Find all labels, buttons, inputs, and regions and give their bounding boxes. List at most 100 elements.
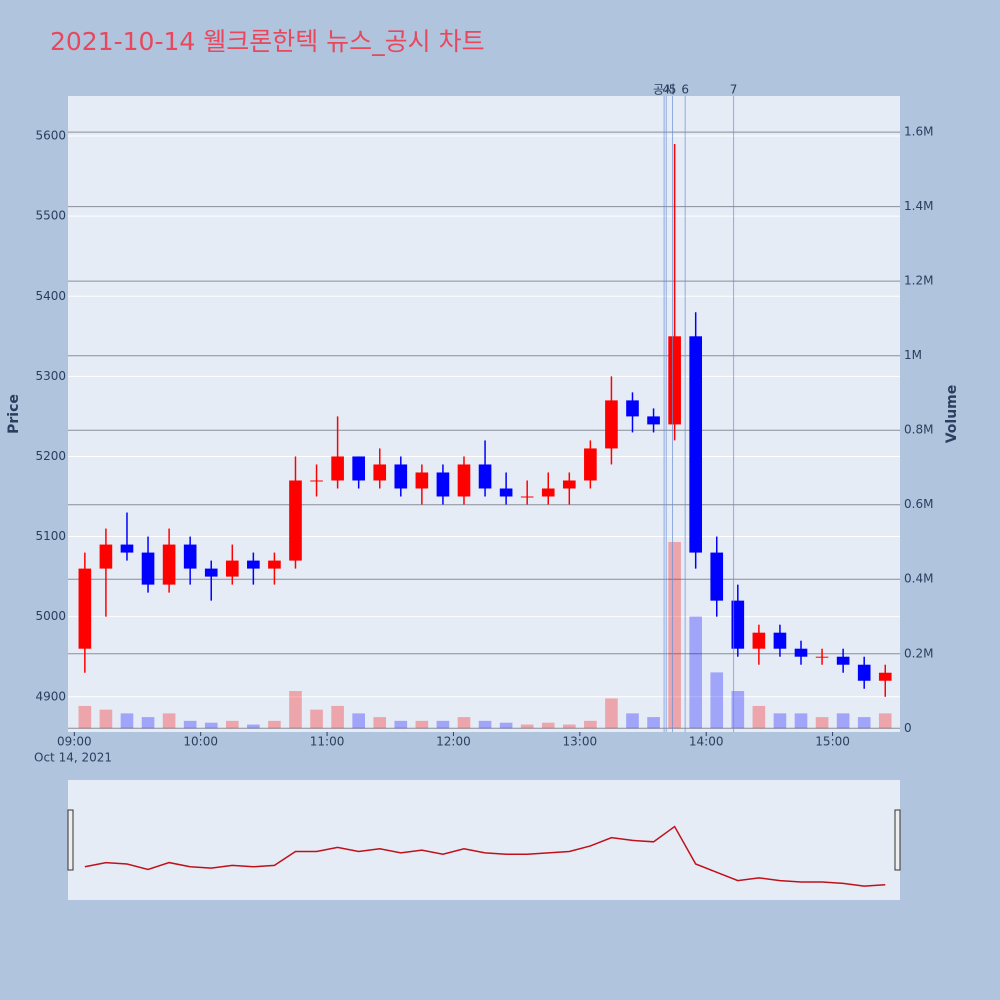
x-tick-label: 15:00 [815,735,850,749]
y2-tick-label: 0.8M [904,423,933,437]
candle-body [78,568,92,649]
candle-body [415,472,429,489]
candle-body [794,648,808,657]
x-tick-label: 12:00 [436,735,471,749]
volume-bar [78,705,92,729]
news-label: 6 [681,83,689,97]
volume-bar [310,709,323,729]
y2-tick-label: 0.2M [904,646,933,660]
volume-bar [499,722,513,729]
x-tick-label: 13:00 [563,735,598,749]
candle-body [99,544,113,569]
candle-body [647,416,660,425]
volume-bar [331,705,344,729]
candle-body [268,560,281,569]
y2-tick-label: 1.4M [904,199,933,213]
range-slider[interactable] [68,780,900,900]
candle-body [162,544,176,585]
candle-body [457,464,471,497]
volume-bar [857,717,871,729]
volume-bar [752,705,766,729]
candle-body [499,488,513,497]
candle-body [141,552,155,585]
news-label: 7 [730,83,738,97]
volume-bar [289,691,302,729]
volume-bar [773,713,787,729]
candle-body [857,664,871,681]
y2-axis-title: Volume [944,385,960,444]
candle-body [689,336,703,553]
y-tick-label: 5200 [35,449,66,463]
chart-title: 2021-10-14 웰크론한텍 뉴스_공시 차트 [50,27,485,56]
volume-bar [815,717,829,729]
candle-body [225,560,239,577]
candle-body [773,632,787,649]
candle-body [836,656,850,665]
volume-bar [120,713,134,729]
news-label: 4 [662,83,670,97]
slider-line [84,825,886,887]
y-tick-label: 5400 [35,289,66,303]
x-tick-label: 09:00 [57,735,92,749]
y-tick-label: 5300 [35,369,66,383]
plot-area [68,96,900,732]
y-tick-label: 5500 [35,209,66,223]
candle-body [289,480,302,561]
volume-bar [204,722,218,729]
volume-bar [415,720,429,729]
volume-bar [268,720,281,729]
volume-bar [794,713,808,729]
slider-handle[interactable] [67,809,74,871]
volume-bar [162,713,176,729]
candle-body [204,568,218,577]
candle-body [394,464,408,489]
volume-bar [225,720,239,729]
x-tick-label: 14:00 [689,735,724,749]
candle-body [373,464,387,481]
volume-bar [541,722,555,729]
volume-bar [436,720,450,729]
x-tick-label: 10:00 [183,735,218,749]
volume-bar [183,720,197,729]
news-label: 5 [669,83,677,97]
volume-bar [520,724,534,729]
candle-body [436,472,450,497]
y2-tick-label: 0.6M [904,497,933,511]
volume-bar [457,717,471,729]
volume-bar [373,717,387,729]
volume-bar [878,713,892,729]
volume-bar [626,713,639,729]
y2-tick-label: 0 [904,721,912,735]
candle-body [626,400,639,417]
volume-bar [352,713,365,729]
slider-handle[interactable] [894,809,901,871]
x-date-label: Oct 14, 2021 [34,751,112,765]
volume-bar [668,541,681,729]
candle-body [478,464,492,489]
candle-body [310,480,323,482]
candle-body [183,544,197,569]
y-tick-label: 5600 [35,129,66,143]
volume-bar [247,724,260,729]
y2-tick-label: 0.4M [904,572,933,586]
volume-bar [141,717,155,729]
candle-body [331,456,344,481]
volume-bar [605,698,618,729]
candle-body [752,632,766,649]
volume-bar [647,717,660,729]
volume-bar [99,709,113,729]
volume-bar [562,724,576,729]
volume-bar [836,713,850,729]
candle-body [562,480,576,489]
candle-body [710,552,724,601]
y-tick-label: 5100 [35,529,66,543]
y-axis-title: Price [6,394,22,434]
candle-body [815,656,829,658]
candle-body [668,336,681,425]
candle-body [584,448,597,481]
y-tick-label: 4900 [35,689,66,703]
candle-body [878,672,892,681]
y2-tick-label: 1M [904,348,922,362]
candle-body [120,544,134,553]
candle-body [605,400,618,449]
